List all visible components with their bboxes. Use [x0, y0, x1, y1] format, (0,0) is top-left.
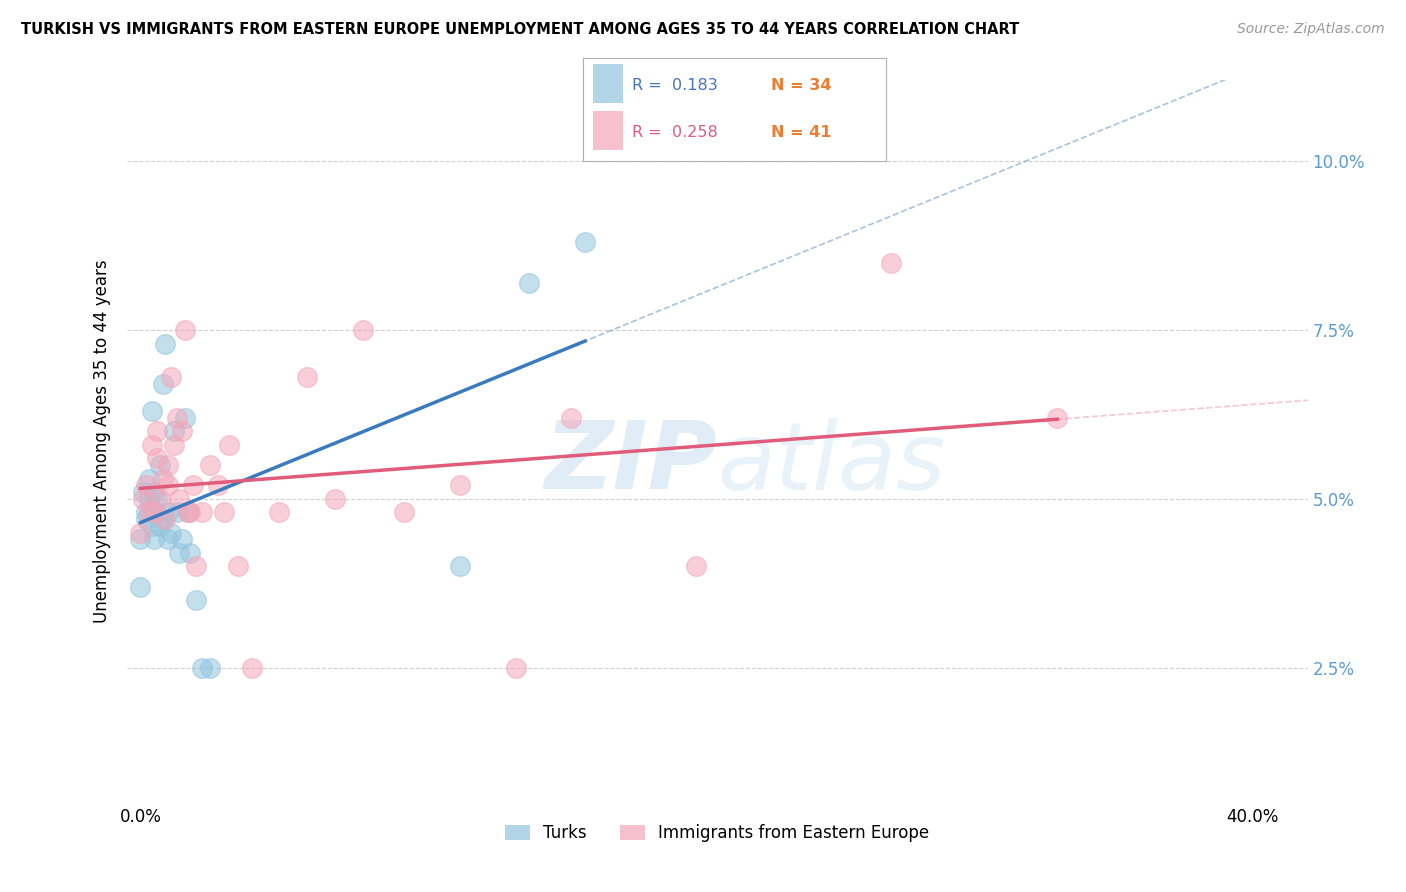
Point: [138, 491, 160, 506]
Point: [574, 235, 596, 250]
Point: [129, 525, 152, 540]
Point: [1046, 411, 1069, 425]
Point: [560, 411, 582, 425]
Point: [179, 505, 201, 519]
Bar: [592, 64, 623, 103]
Point: [352, 323, 374, 337]
Point: [449, 559, 471, 574]
Point: [129, 533, 152, 547]
Point: [160, 370, 183, 384]
Point: [449, 478, 471, 492]
Text: R =  0.183: R = 0.183: [631, 78, 717, 93]
Point: [157, 505, 180, 519]
Point: [394, 505, 416, 519]
Point: [157, 533, 180, 547]
Point: [138, 505, 160, 519]
Text: N = 34: N = 34: [770, 78, 831, 93]
Y-axis label: Unemployment Among Ages 35 to 44 years: Unemployment Among Ages 35 to 44 years: [93, 260, 111, 624]
Point: [146, 425, 169, 439]
Point: [323, 491, 346, 506]
Point: [143, 505, 166, 519]
Point: [132, 485, 155, 500]
Text: atlas: atlas: [717, 417, 945, 508]
Point: [198, 458, 221, 472]
Point: [141, 404, 163, 418]
Point: [295, 370, 318, 384]
Point: [141, 519, 163, 533]
Point: [149, 491, 172, 506]
Point: [505, 661, 527, 675]
Point: [141, 438, 163, 452]
Point: [135, 505, 157, 519]
Point: [174, 323, 197, 337]
Point: [685, 559, 707, 574]
Point: [181, 478, 204, 492]
Point: [143, 485, 166, 500]
Point: [226, 559, 249, 574]
Point: [152, 512, 174, 526]
Text: N = 41: N = 41: [770, 126, 831, 140]
Point: [166, 505, 188, 519]
Point: [172, 533, 194, 547]
Point: [163, 425, 186, 439]
Point: [184, 593, 207, 607]
Point: [157, 458, 180, 472]
Point: [152, 377, 174, 392]
Point: [184, 559, 207, 574]
Point: [169, 491, 191, 506]
Bar: [592, 112, 623, 150]
Point: [149, 458, 172, 472]
Legend: Turks, Immigrants from Eastern Europe: Turks, Immigrants from Eastern Europe: [498, 817, 936, 848]
Point: [240, 661, 263, 675]
Text: ZIP: ZIP: [544, 417, 717, 509]
Point: [135, 478, 157, 492]
Point: [172, 425, 194, 439]
Point: [155, 336, 177, 351]
Point: [138, 472, 160, 486]
Point: [176, 505, 198, 519]
Point: [149, 519, 172, 533]
Point: [174, 411, 197, 425]
Text: TURKISH VS IMMIGRANTS FROM EASTERN EUROPE UNEMPLOYMENT AMONG AGES 35 TO 44 YEARS: TURKISH VS IMMIGRANTS FROM EASTERN EUROP…: [21, 22, 1019, 37]
Point: [146, 491, 169, 506]
Point: [166, 411, 188, 425]
Point: [155, 512, 177, 526]
Point: [169, 546, 191, 560]
Point: [212, 505, 235, 519]
Point: [135, 512, 157, 526]
Point: [519, 276, 541, 290]
Point: [146, 451, 169, 466]
Point: [143, 533, 166, 547]
Point: [129, 580, 152, 594]
Text: Source: ZipAtlas.com: Source: ZipAtlas.com: [1237, 22, 1385, 37]
Point: [143, 505, 166, 519]
Point: [176, 505, 198, 519]
Point: [880, 255, 903, 269]
Point: [132, 491, 155, 506]
Point: [179, 546, 201, 560]
Point: [269, 505, 291, 519]
Point: [207, 478, 229, 492]
Text: R =  0.258: R = 0.258: [631, 126, 717, 140]
Point: [163, 438, 186, 452]
Point: [198, 661, 221, 675]
Point: [190, 505, 212, 519]
Point: [190, 661, 212, 675]
Point: [160, 525, 183, 540]
Point: [218, 438, 240, 452]
Point: [157, 478, 180, 492]
Point: [152, 472, 174, 486]
